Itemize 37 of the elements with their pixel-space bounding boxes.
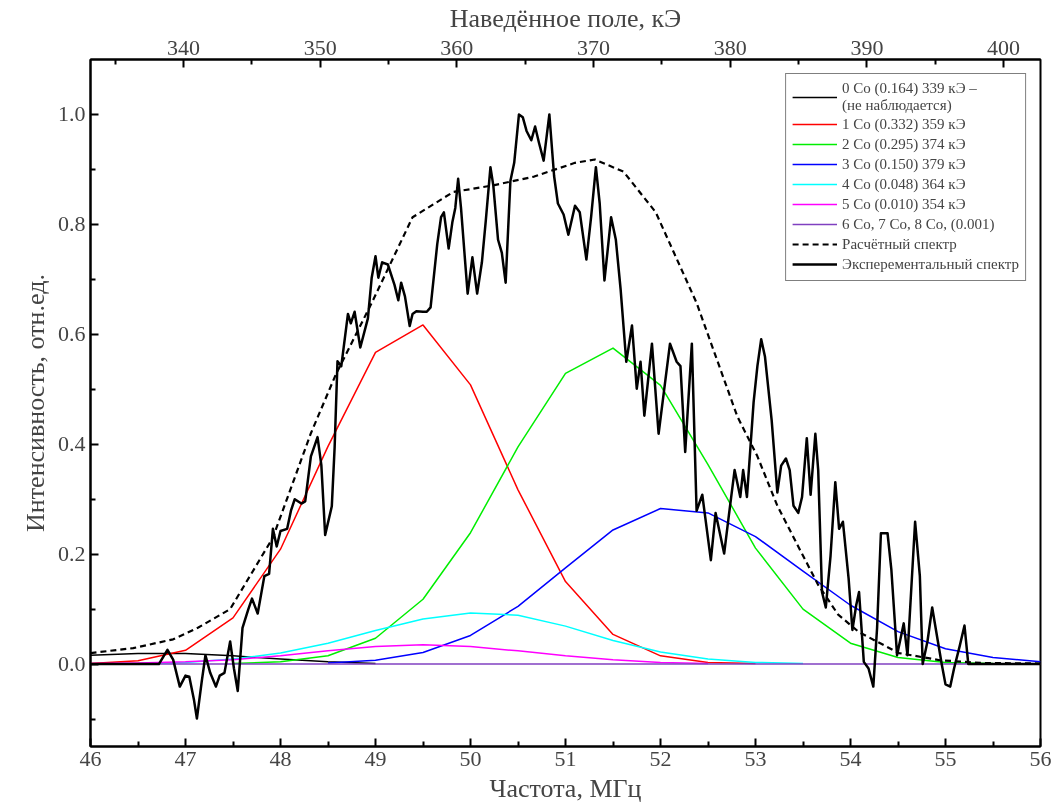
y-axis-title: Интенсивность, отн.ед. bbox=[21, 274, 50, 532]
x-tick-label: 54 bbox=[839, 745, 862, 771]
line-series bbox=[327, 507, 1041, 664]
legend-label: 4 Co (0.048) 364 кЭ bbox=[842, 175, 966, 193]
legend-label: 0 Co (0.164) 339 кЭ – (не наблюдается) bbox=[842, 80, 977, 114]
x2-tick-label: 350 bbox=[303, 34, 337, 60]
x2-tick-label: 360 bbox=[440, 34, 474, 60]
y-tick-label: 0.4 bbox=[58, 431, 86, 457]
legend-label: 5 Co (0.010) 354 кЭ bbox=[842, 195, 966, 213]
legend-label: 1 Co (0.332) 359 кЭ bbox=[842, 115, 966, 133]
x-tick-label: 52 bbox=[649, 745, 672, 771]
y-tick-label: 0.2 bbox=[58, 541, 86, 567]
x-axis-title: Частота, МГц bbox=[489, 773, 642, 803]
x-tick-label: 50 bbox=[459, 745, 482, 771]
y-tick-label: 0.6 bbox=[58, 321, 86, 347]
x2-axis-title: Наведённое поле, кЭ bbox=[449, 3, 682, 33]
x2-tick-label: 390 bbox=[850, 34, 884, 60]
legend-label: 6 Co, 7 Co, 8 Co, (0.001) bbox=[842, 215, 995, 233]
legend-label: Эксперементальный спектр bbox=[842, 255, 1019, 273]
legend-label: 3 Co (0.150) 379 кЭ bbox=[842, 155, 966, 173]
x2-tick-label: 340 bbox=[166, 34, 200, 60]
legend-label: 2 Co (0.295) 374 кЭ bbox=[842, 135, 966, 153]
y-tick-label: 1.0 bbox=[58, 101, 86, 127]
x2-tick-label: 370 bbox=[577, 34, 611, 60]
x-tick-label: 56 bbox=[1029, 745, 1052, 771]
x-tick-label: 48 bbox=[269, 745, 292, 771]
legend-label: Расчётный спектр bbox=[842, 235, 957, 253]
x-tick-label: 46 bbox=[79, 745, 102, 771]
x-tick-label: 47 bbox=[174, 745, 197, 771]
y-tick-label: 0.0 bbox=[58, 651, 86, 677]
x-tick-label: 49 bbox=[364, 745, 387, 771]
x-tick-label: 55 bbox=[934, 745, 957, 771]
x-tick-label: 53 bbox=[744, 745, 767, 771]
x2-tick-label: 380 bbox=[713, 34, 747, 60]
x2-tick-label: 400 bbox=[987, 34, 1021, 60]
x-tick-label: 51 bbox=[554, 745, 577, 771]
y-tick-label: 0.8 bbox=[58, 211, 86, 237]
